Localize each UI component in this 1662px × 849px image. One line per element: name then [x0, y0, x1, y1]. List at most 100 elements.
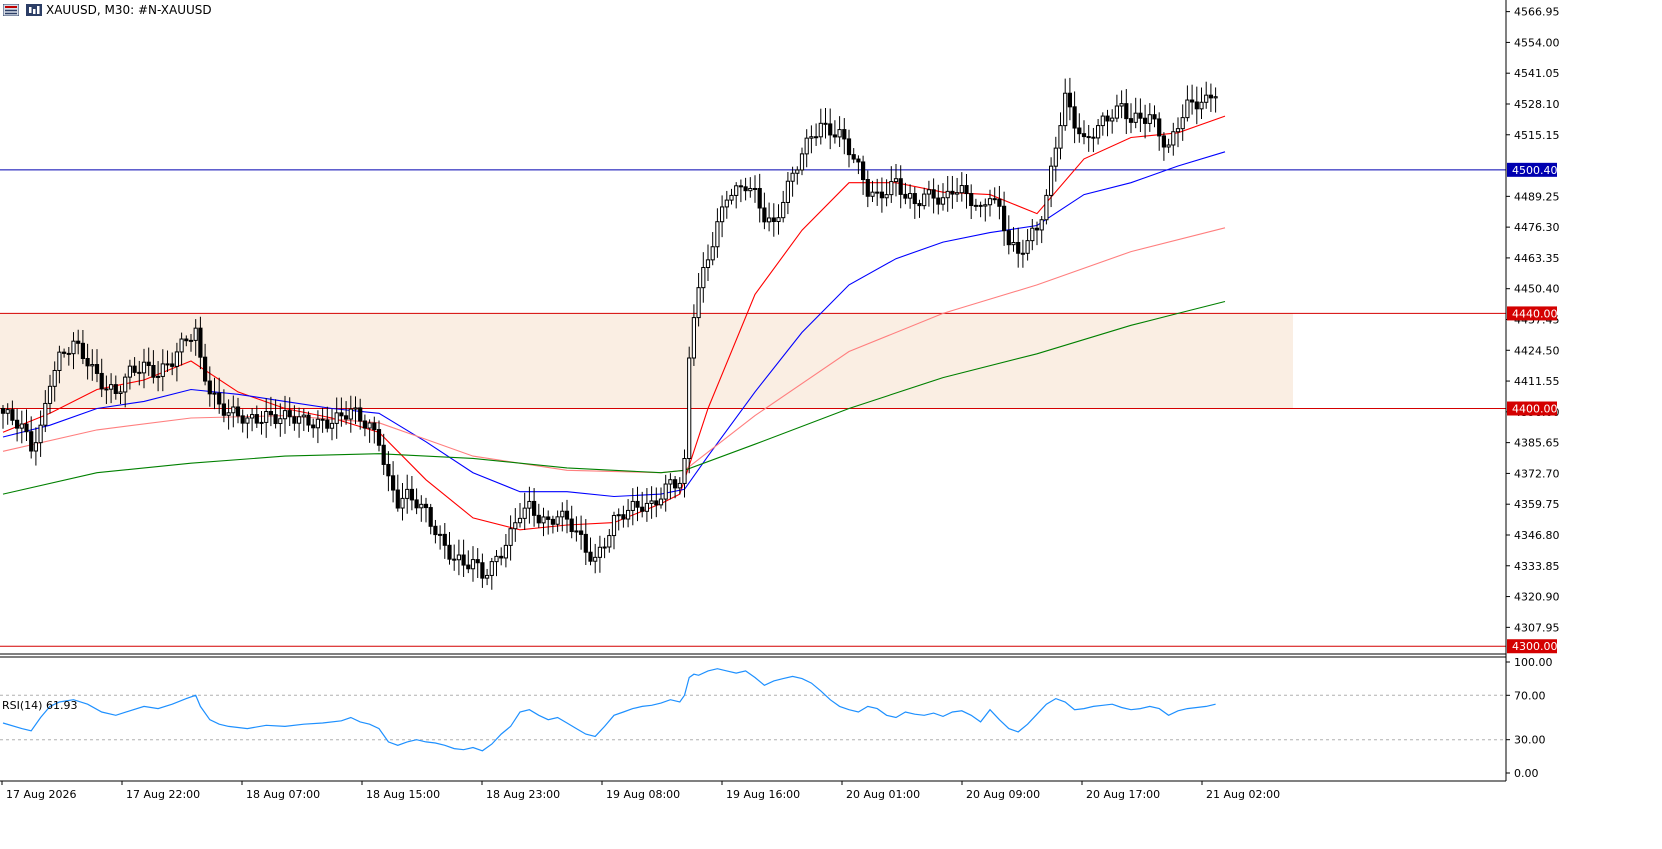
candle-body: [1067, 92, 1073, 108]
candle-body: [217, 392, 222, 405]
candle: [1124, 89, 1129, 135]
candle-body: [494, 555, 499, 563]
candle: [367, 419, 372, 443]
candle-body: [240, 415, 245, 424]
candle: [47, 374, 53, 414]
candle-body: [1025, 240, 1030, 254]
candle: [1166, 138, 1171, 153]
candle: [29, 416, 34, 459]
candle: [1213, 87, 1218, 113]
candle-body: [470, 559, 476, 570]
candle: [781, 190, 786, 223]
candle: [348, 395, 353, 433]
candle: [767, 202, 772, 232]
candle: [395, 474, 400, 512]
candle-body: [207, 380, 212, 395]
candle: [936, 184, 941, 215]
candle-body: [386, 463, 391, 477]
candle: [1128, 103, 1134, 134]
candle-body: [325, 419, 330, 429]
candle-body: [630, 500, 635, 511]
candle-body: [311, 424, 316, 429]
candle-body: [1011, 241, 1016, 246]
candle-body: [174, 351, 180, 367]
candle-body: [395, 489, 400, 509]
candle-body: [903, 193, 908, 199]
candle: [10, 400, 15, 426]
candle-body: [668, 479, 673, 485]
candle: [391, 461, 396, 503]
candle: [1086, 124, 1091, 152]
rsi-tick-label: 70.00: [1514, 689, 1546, 702]
candle-body: [1091, 136, 1096, 139]
candle: [903, 182, 908, 205]
candle: [550, 515, 555, 534]
candle: [344, 401, 349, 425]
candle: [376, 420, 382, 452]
candle: [19, 410, 24, 444]
candle: [170, 352, 175, 376]
candle: [419, 495, 424, 522]
chart-type-icon[interactable]: [26, 4, 42, 16]
candle-body: [517, 517, 523, 524]
candle: [922, 187, 927, 210]
candle: [710, 232, 715, 266]
candle: [315, 410, 320, 444]
candle-body: [358, 407, 363, 422]
candle-body: [315, 418, 320, 429]
candle: [259, 410, 264, 435]
candle-body: [1105, 115, 1110, 122]
candle: [818, 108, 823, 145]
candle-body: [969, 193, 974, 207]
candle: [790, 166, 795, 197]
candle-body: [720, 206, 725, 223]
candle-body: [118, 391, 123, 394]
candle-body: [950, 190, 955, 195]
candle: [245, 414, 250, 439]
candle: [799, 147, 805, 176]
candle: [616, 508, 621, 531]
candle: [1190, 84, 1195, 115]
price-tick-label: 4476.30: [1514, 221, 1560, 234]
candle: [231, 395, 236, 428]
candle-body: [1166, 144, 1171, 148]
candle-body: [203, 356, 208, 382]
candle-body: [1147, 114, 1152, 124]
candle-body: [743, 186, 748, 192]
candle-body: [447, 544, 452, 560]
candle-body: [409, 488, 414, 501]
price-tick-label: 4346.80: [1514, 529, 1560, 542]
candle: [301, 408, 306, 432]
candle-body: [348, 408, 353, 420]
candle-body: [76, 340, 81, 344]
candle: [442, 522, 447, 559]
candle: [776, 204, 781, 235]
candle: [865, 170, 870, 208]
candle: [973, 198, 978, 211]
candle: [127, 359, 133, 390]
candle-body: [621, 514, 626, 520]
trading-menu-icon[interactable]: [3, 4, 19, 16]
candle: [823, 107, 828, 139]
candle-body: [94, 364, 100, 374]
candle: [644, 488, 649, 522]
candle: [329, 408, 335, 441]
candle-body: [1213, 96, 1218, 99]
candle-body: [137, 371, 142, 374]
candle: [884, 179, 889, 207]
candle: [226, 399, 231, 430]
candle: [447, 532, 452, 565]
candle: [846, 129, 852, 168]
candle-body: [673, 479, 678, 489]
candle-body: [532, 500, 537, 516]
time-tick-label: 17 Aug 2026: [6, 788, 76, 801]
candle: [132, 357, 137, 376]
price-label-text: 4400.00: [1512, 403, 1558, 416]
candle: [423, 497, 429, 523]
candle-body: [856, 158, 861, 163]
candle: [677, 477, 682, 495]
candle-body: [428, 507, 433, 527]
candle-body: [738, 185, 743, 188]
candle: [1199, 87, 1204, 120]
candle-body: [212, 392, 217, 395]
